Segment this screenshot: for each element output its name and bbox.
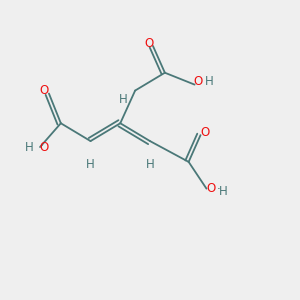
Text: H: H <box>119 93 128 106</box>
Text: O: O <box>40 84 49 97</box>
Text: ·: · <box>40 140 44 154</box>
Text: H: H <box>205 75 214 88</box>
Text: O: O <box>194 75 203 88</box>
Text: ·: · <box>217 183 221 196</box>
Text: O: O <box>200 126 210 139</box>
Text: O: O <box>206 182 216 195</box>
Text: O: O <box>144 37 153 50</box>
Text: H: H <box>146 158 154 171</box>
Text: H: H <box>25 140 34 154</box>
Text: H: H <box>86 158 95 171</box>
Text: O: O <box>39 140 48 154</box>
Text: H: H <box>218 185 227 198</box>
